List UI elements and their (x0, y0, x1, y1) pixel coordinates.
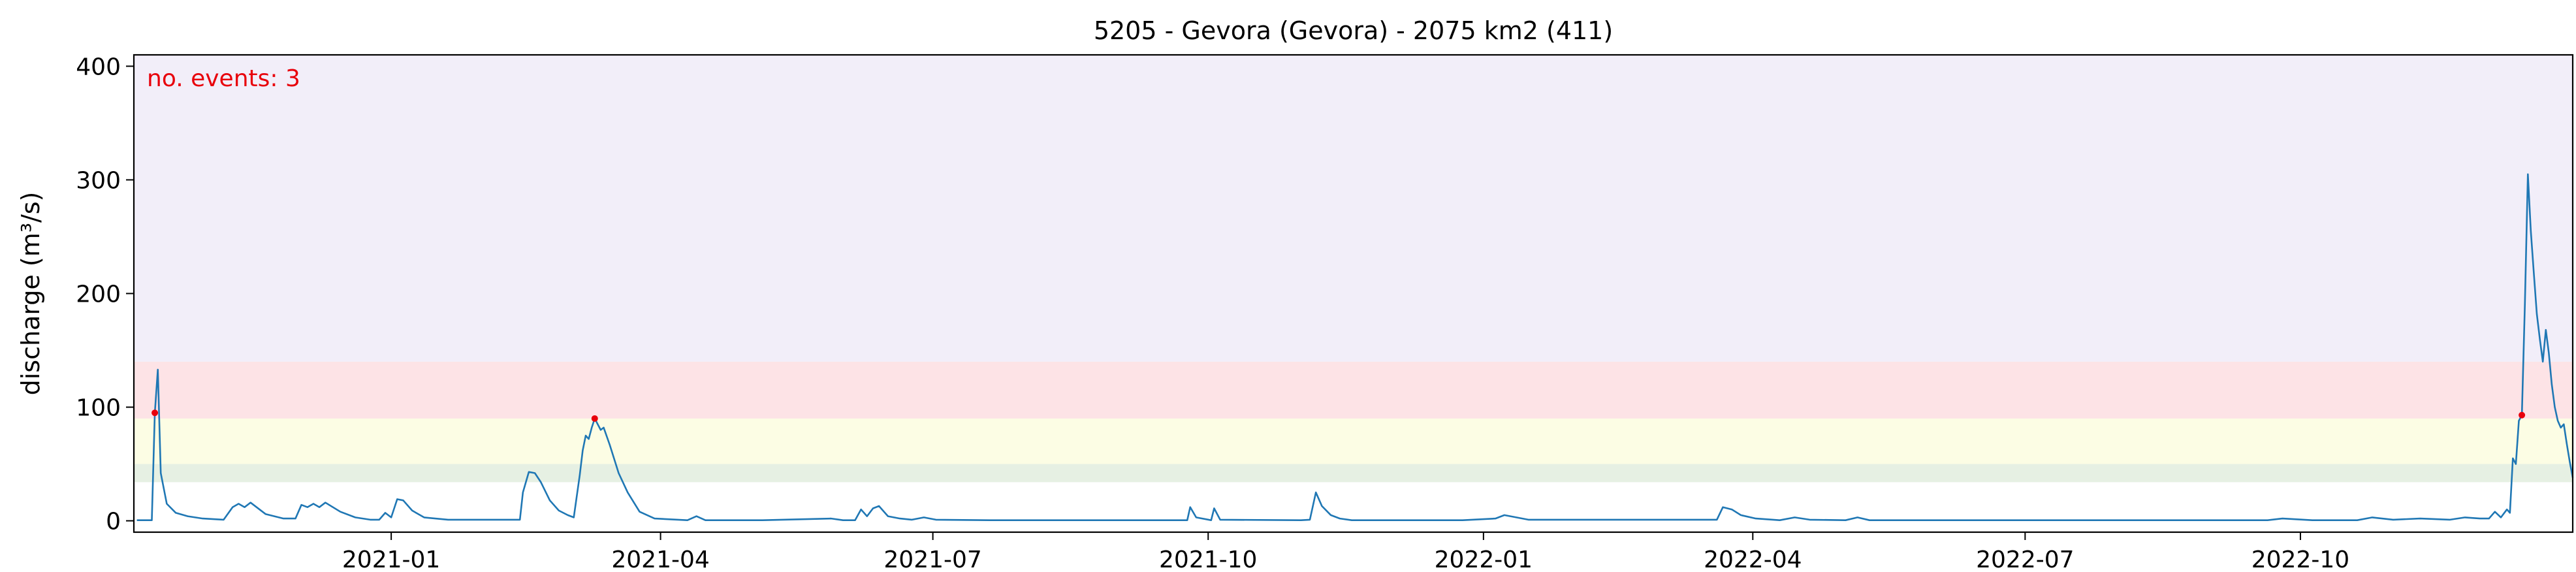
x-axis: 2021-01 2021-04 2021-07 2021-10 2022-01 2022-… (342, 532, 2349, 572)
chart-title: 5205 - Gevora (Gevora) - 2075 km2 (411) (1094, 16, 1613, 45)
y-tick-label: 0 (106, 509, 121, 535)
event-count-annotation: no. events: 3 (147, 65, 300, 92)
event-marker-3 (2519, 411, 2526, 419)
threshold-band-1 (134, 464, 2573, 483)
x-tick-label: 2021-01 (342, 547, 440, 569)
y-tick-label: 100 (76, 395, 121, 422)
threshold-band-4 (134, 55, 2573, 362)
x-tick-label: 2022-01 (1435, 547, 1533, 569)
x-tick-label: 2022-10 (2251, 547, 2349, 569)
discharge-series (136, 173, 2574, 522)
x-tick-label: 2021-10 (1159, 547, 1257, 569)
event-markers (151, 409, 2526, 422)
threshold-band-3 (134, 361, 2573, 419)
discharge-line (136, 173, 2574, 522)
y-axis-title: discharge (m³/s) (16, 192, 45, 396)
x-tick-label: 2021-04 (611, 547, 709, 569)
x-tick-label: 2021-07 (883, 547, 981, 569)
event-marker-1 (151, 409, 159, 417)
event-marker-2 (591, 415, 598, 422)
y-tick-label: 200 (76, 281, 121, 308)
x-tick-label: 2022-04 (1704, 547, 1802, 569)
y-tick-label: 300 (76, 167, 121, 194)
threshold-bands (134, 55, 2573, 483)
threshold-band-2 (134, 418, 2573, 464)
y-axis: 0 100 200 300 400 (76, 54, 134, 535)
y-tick-label: 400 (76, 54, 121, 80)
x-tick-label: 2022-07 (1976, 547, 2074, 569)
